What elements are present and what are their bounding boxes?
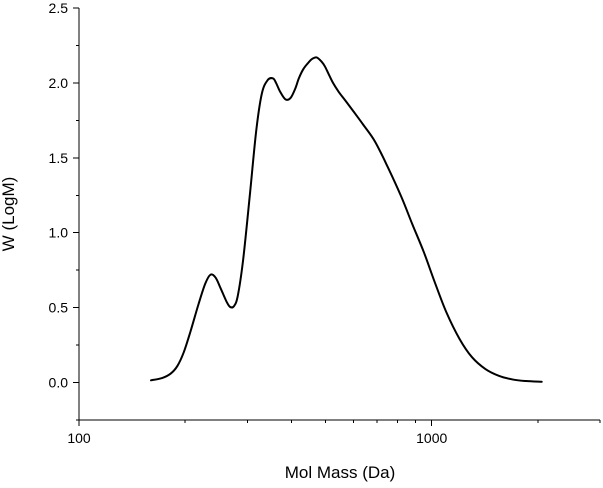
series-line	[150, 56, 543, 383]
y-tick-label: 2.0	[49, 75, 69, 91]
ticks	[73, 7, 601, 426]
x-axis-title: Mol Mass (Da)	[285, 463, 396, 482]
y-tick-label: 0.5	[49, 300, 69, 316]
y-tick-label: 2.5	[49, 0, 69, 16]
y-tick-label: 1.0	[49, 225, 69, 241]
x-tick-label: 100	[67, 430, 91, 446]
tick-labels: 0.0 0.5 1.0 1.5 2.0 2.5 100 1000	[49, 0, 448, 446]
y-tick-label: 0.0	[49, 375, 69, 391]
y-tick-label: 1.5	[49, 150, 69, 166]
x-tick-label: 1000	[416, 430, 447, 446]
axes	[78, 8, 600, 421]
y-axis-title: W (LogM)	[0, 177, 18, 252]
